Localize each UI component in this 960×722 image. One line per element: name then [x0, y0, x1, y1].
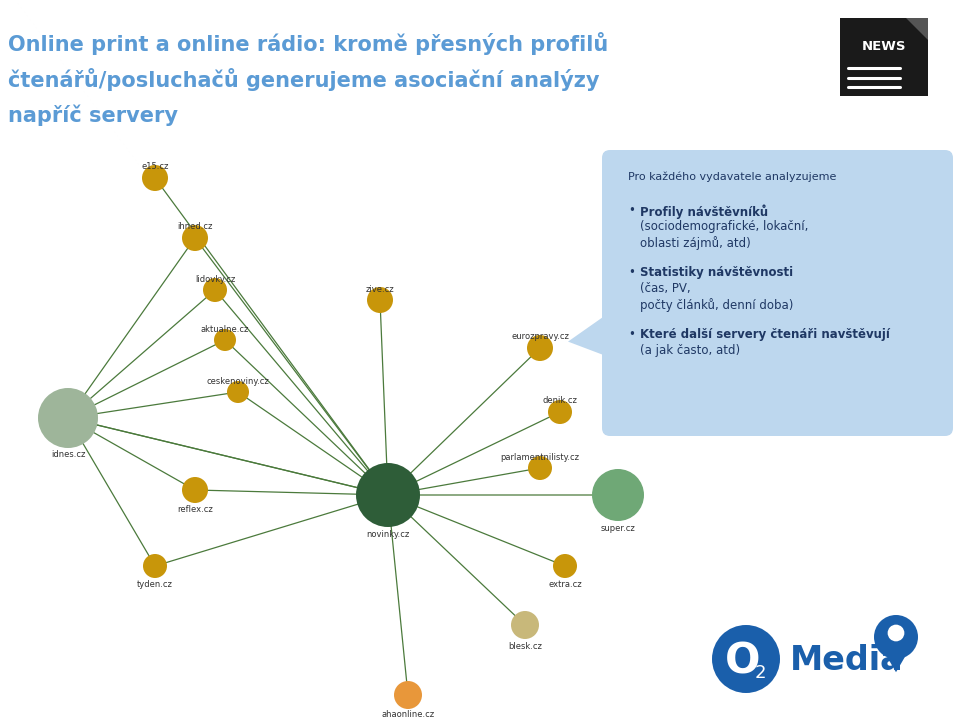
Text: •: • — [628, 204, 635, 217]
Text: tyden.cz: tyden.cz — [137, 580, 173, 589]
Text: oblasti zájmů, atd): oblasti zájmů, atd) — [640, 236, 751, 250]
Text: Media: Media — [790, 645, 903, 677]
Text: idnes.cz: idnes.cz — [51, 450, 85, 459]
Text: (sociodemografické, lokační,: (sociodemografické, lokační, — [640, 220, 808, 233]
Circle shape — [888, 625, 904, 641]
Circle shape — [527, 335, 553, 361]
Text: super.cz: super.cz — [601, 524, 636, 533]
Text: Profily návštěvníků: Profily návštěvníků — [640, 204, 768, 219]
Circle shape — [367, 287, 393, 313]
Text: ihned.cz: ihned.cz — [178, 222, 213, 231]
Circle shape — [356, 463, 420, 527]
Circle shape — [143, 554, 167, 578]
Circle shape — [203, 278, 227, 302]
Text: zive.cz: zive.cz — [366, 285, 395, 294]
Text: Které další servery čtenáři navštěvují: Které další servery čtenáři navštěvují — [640, 328, 890, 341]
Text: Pro každého vydavatele analyzujeme: Pro každého vydavatele analyzujeme — [628, 172, 836, 183]
Circle shape — [182, 225, 208, 251]
Text: extra.cz: extra.cz — [548, 580, 582, 589]
Circle shape — [511, 611, 539, 639]
Circle shape — [214, 329, 236, 351]
Text: Online print a online rádio: kromě přesných profilů: Online print a online rádio: kromě přesn… — [8, 32, 609, 55]
Text: parlamentnilisty.cz: parlamentnilisty.cz — [500, 453, 580, 462]
Text: ceskenoviny.cz: ceskenoviny.cz — [206, 377, 270, 386]
Polygon shape — [880, 645, 911, 672]
Text: novinky.cz: novinky.cz — [367, 530, 410, 539]
Text: Statistiky návštěvnosti: Statistiky návštěvnosti — [640, 266, 793, 279]
Text: •: • — [628, 328, 635, 341]
Text: (čas, PV,: (čas, PV, — [640, 282, 690, 295]
Text: O: O — [725, 640, 760, 682]
Text: čtenářů/posluchačů generujeme asociační analýzy: čtenářů/posluchačů generujeme asociační … — [8, 68, 599, 91]
Text: eurozpravy.cz: eurozpravy.cz — [511, 332, 569, 341]
Text: napříč servery: napříč servery — [8, 104, 178, 126]
Circle shape — [528, 456, 552, 480]
Text: (a jak často, atd): (a jak často, atd) — [640, 344, 740, 357]
Circle shape — [712, 625, 780, 693]
Text: aktualne.cz: aktualne.cz — [201, 325, 250, 334]
FancyBboxPatch shape — [840, 18, 928, 96]
Circle shape — [592, 469, 644, 521]
Text: blesk.cz: blesk.cz — [508, 642, 542, 651]
Text: NEWS: NEWS — [862, 40, 906, 53]
Text: počty článků, denní doba): počty článků, denní doba) — [640, 298, 793, 312]
Circle shape — [874, 615, 918, 659]
Text: •: • — [628, 266, 635, 279]
Circle shape — [227, 381, 249, 403]
Circle shape — [38, 388, 98, 448]
FancyBboxPatch shape — [602, 150, 953, 436]
Text: denik.cz: denik.cz — [542, 396, 577, 405]
Circle shape — [548, 400, 572, 424]
Circle shape — [553, 554, 577, 578]
Text: e15.cz: e15.cz — [141, 162, 169, 171]
Text: reflex.cz: reflex.cz — [178, 505, 213, 514]
Text: ahaonline.cz: ahaonline.cz — [381, 710, 435, 719]
Text: 2: 2 — [755, 664, 766, 682]
Circle shape — [394, 681, 422, 709]
Polygon shape — [906, 18, 928, 40]
Polygon shape — [568, 307, 618, 360]
Text: lidovky.cz: lidovky.cz — [195, 275, 235, 284]
Circle shape — [142, 165, 168, 191]
Circle shape — [182, 477, 208, 503]
